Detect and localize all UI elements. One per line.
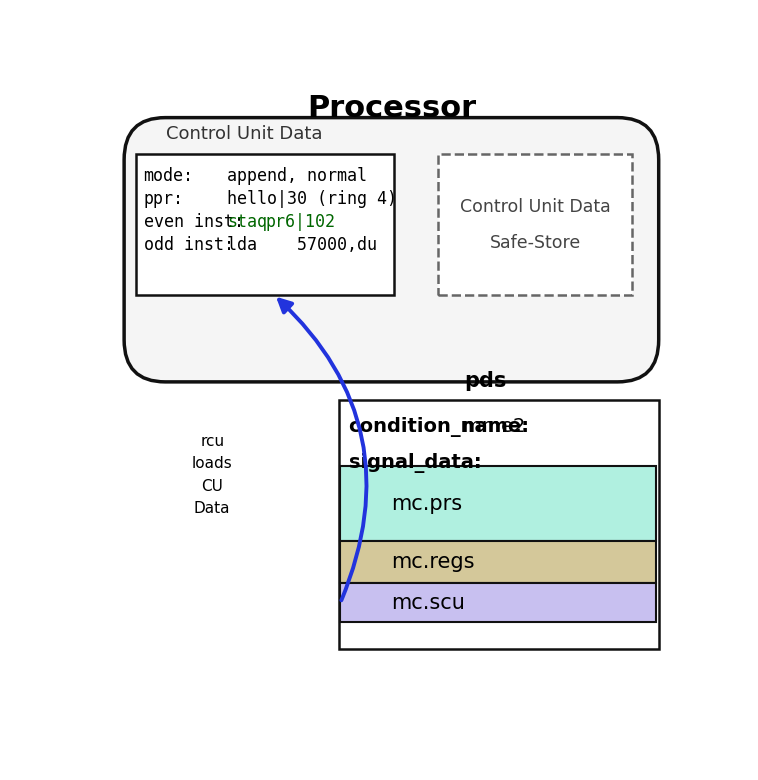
Text: staq: staq [227, 213, 267, 231]
Text: lda    57000,du: lda 57000,du [227, 236, 377, 254]
Text: pr6|102: pr6|102 [265, 213, 335, 231]
Text: Processor: Processor [307, 94, 476, 123]
FancyBboxPatch shape [438, 154, 632, 295]
Text: Control Unit Data: Control Unit Data [460, 197, 611, 215]
FancyBboxPatch shape [136, 154, 394, 295]
FancyBboxPatch shape [339, 400, 659, 649]
Text: pds: pds [464, 371, 506, 391]
Text: rcu
loads
CU
Data: rcu loads CU Data [192, 434, 233, 516]
FancyBboxPatch shape [340, 466, 656, 541]
Text: hello|30 (ring 4): hello|30 (ring 4) [227, 190, 397, 208]
FancyBboxPatch shape [124, 118, 659, 382]
Text: Safe-Store: Safe-Store [490, 233, 581, 251]
Text: mode:: mode: [143, 168, 193, 186]
Text: even inst:: even inst: [143, 213, 243, 231]
FancyBboxPatch shape [340, 541, 656, 583]
Text: mc.scu: mc.scu [391, 593, 465, 613]
Text: signal_data:: signal_data: [349, 453, 481, 473]
FancyBboxPatch shape [340, 583, 656, 622]
Text: odd inst:: odd inst: [143, 236, 233, 254]
Text: mc.prs: mc.prs [391, 494, 462, 514]
Text: ppr:: ppr: [143, 190, 183, 208]
Text: mme2: mme2 [457, 417, 525, 437]
Text: append, normal: append, normal [227, 168, 367, 186]
Text: Control Unit Data: Control Unit Data [166, 125, 323, 143]
Text: mc.regs: mc.regs [391, 552, 475, 572]
Text: condition_name:: condition_name: [349, 417, 530, 437]
